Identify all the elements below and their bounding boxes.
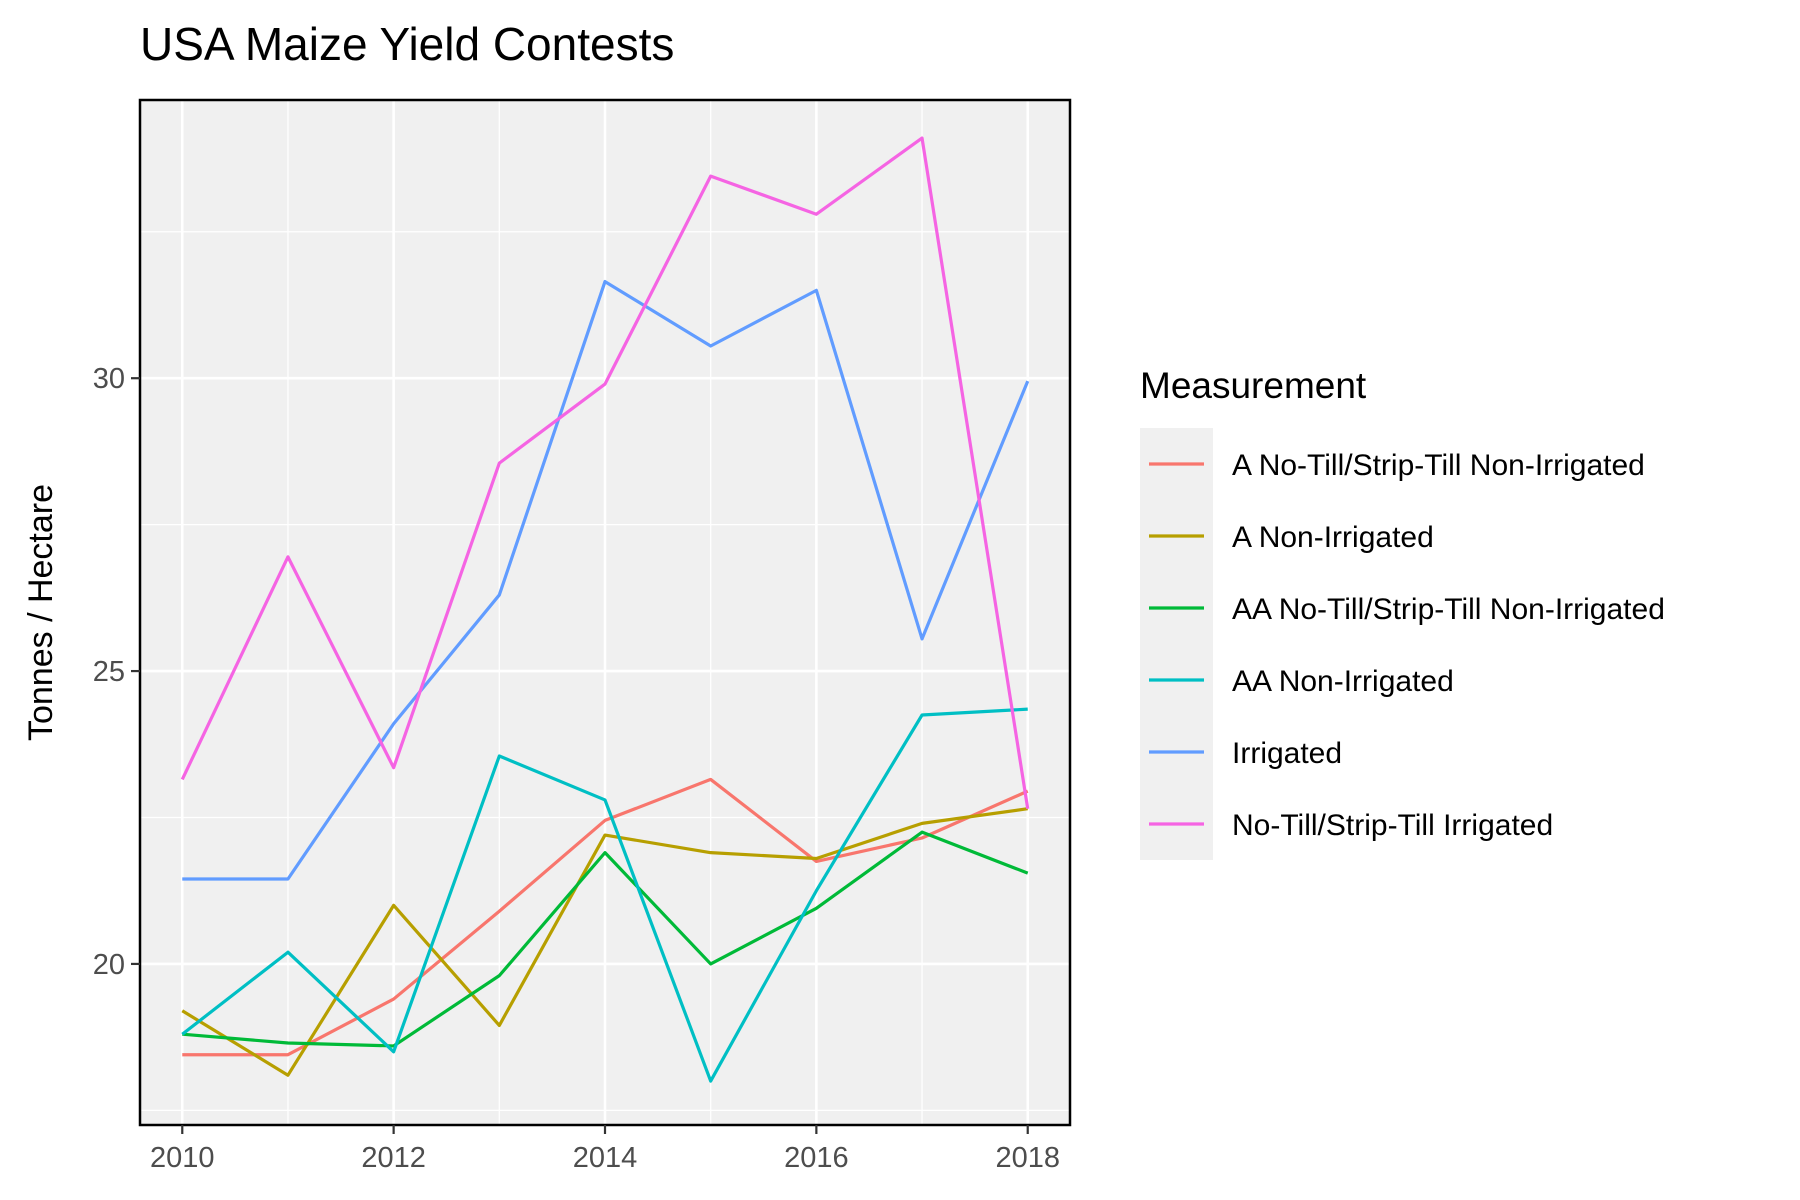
legend: Measurement A No-Till/Strip-Till Non-Irr…	[1140, 365, 1665, 860]
y-tick-label: 30	[93, 363, 125, 395]
legend-items: A No-Till/Strip-Till Non-Irrigated A Non-…	[1149, 449, 1665, 842]
x-tick-label: 2016	[784, 1142, 849, 1174]
series-line	[181, 807, 1028, 1077]
x-axis: 2010 2012 2014 2016 2018	[150, 1125, 1060, 1174]
legend-title: Measurement	[1140, 365, 1367, 406]
series-line	[182, 279, 1030, 881]
legend-label: AA Non-Irrigated	[1232, 665, 1454, 698]
legend-label: No-Till/Strip-Till Irrigated	[1232, 809, 1553, 842]
legend-label: A No-Till/Strip-Till Non-Irrigated	[1232, 449, 1645, 482]
series-line	[182, 830, 1029, 1048]
major-gridlines	[140, 100, 1070, 1125]
x-tick-label: 2018	[995, 1142, 1060, 1174]
series-lines	[180, 136, 1030, 1083]
series-line	[180, 136, 1030, 809]
legend-label: Irrigated	[1232, 737, 1342, 770]
legend-key-background	[1140, 428, 1213, 860]
y-axis-title: Tonnes / Hectare	[22, 484, 60, 741]
y-tick-label: 20	[93, 949, 125, 981]
y-tick-label: 25	[93, 656, 125, 688]
legend-label: A Non-Irrigated	[1232, 521, 1434, 554]
series-line	[181, 707, 1028, 1083]
series-line	[182, 777, 1029, 1057]
chart-title: USA Maize Yield Contests	[140, 18, 674, 70]
y-axis: 20 25 30	[93, 363, 140, 981]
x-tick-label: 2012	[361, 1142, 426, 1174]
x-tick-label: 2014	[573, 1142, 638, 1174]
legend-label: AA No-Till/Strip-Till Non-Irrigated	[1232, 593, 1665, 626]
x-tick-label: 2010	[150, 1142, 215, 1174]
